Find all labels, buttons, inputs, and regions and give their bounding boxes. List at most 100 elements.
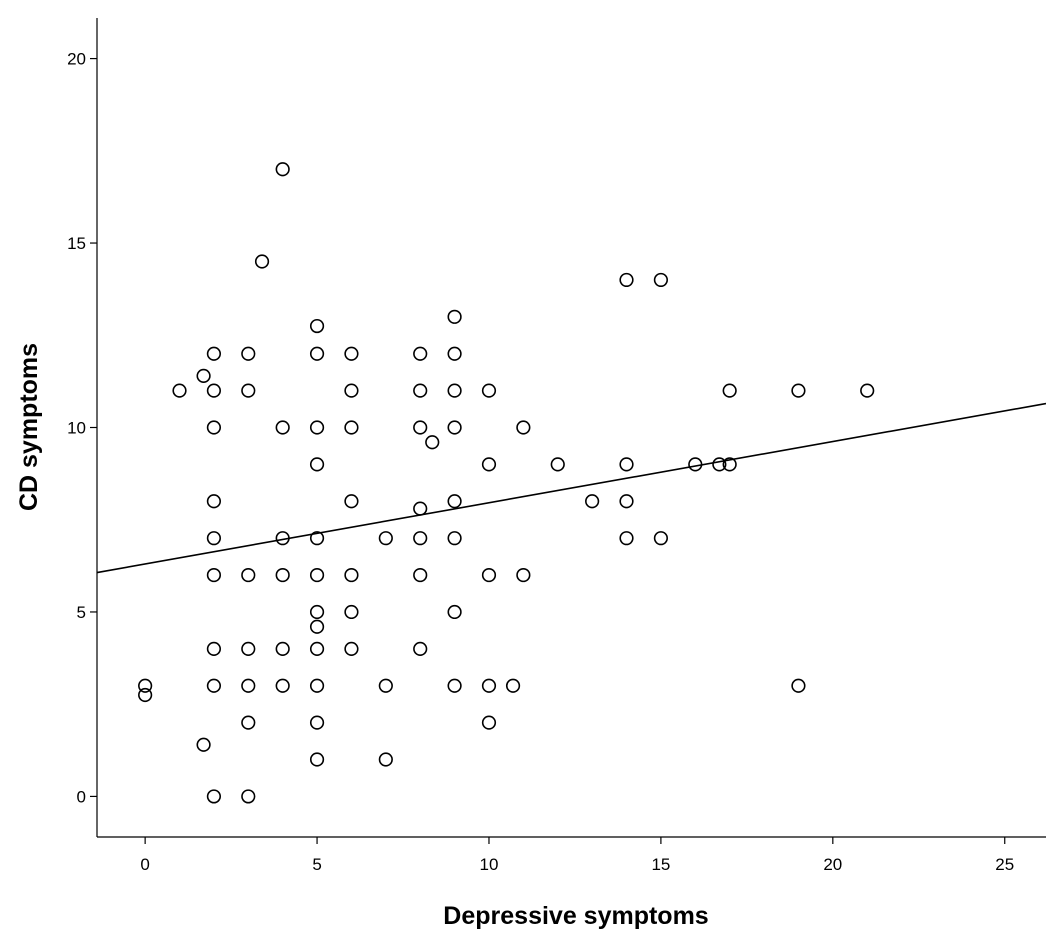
data-point	[378, 678, 393, 693]
data-point	[309, 531, 325, 546]
data-point	[447, 346, 462, 361]
data-point	[413, 383, 428, 398]
data-point	[344, 420, 359, 435]
data-point	[196, 368, 211, 383]
data-point	[309, 715, 325, 730]
data-point	[275, 567, 290, 583]
data-point	[447, 420, 462, 435]
y-tick-label: 10	[67, 419, 86, 438]
data-point	[309, 752, 325, 767]
data-point	[344, 641, 359, 656]
data-point	[481, 457, 497, 472]
data-point	[206, 678, 222, 693]
data-point	[241, 789, 256, 804]
data-point	[413, 567, 428, 583]
y-tick-label: 0	[77, 787, 86, 806]
data-point	[378, 531, 393, 546]
data-point	[425, 435, 440, 450]
data-point	[309, 346, 325, 361]
data-point	[206, 789, 222, 804]
data-point	[688, 457, 703, 472]
data-point	[309, 567, 325, 583]
data-point	[241, 383, 256, 398]
x-tick-label: 5	[312, 855, 321, 874]
data-points	[138, 162, 875, 804]
data-point	[378, 752, 393, 767]
data-point	[413, 420, 428, 435]
data-point	[447, 383, 462, 398]
y-tick-label: 15	[67, 234, 86, 253]
data-point	[241, 346, 256, 361]
data-point	[172, 383, 187, 398]
data-point	[254, 254, 270, 269]
data-point	[309, 604, 325, 620]
data-point	[206, 641, 222, 656]
data-point	[791, 678, 806, 693]
data-point	[447, 604, 462, 620]
data-point	[585, 494, 600, 509]
x-tick-label: 25	[995, 855, 1014, 874]
data-point	[275, 531, 290, 546]
data-point	[619, 272, 634, 288]
data-point	[309, 420, 325, 435]
data-point	[722, 383, 737, 398]
data-point	[619, 494, 634, 509]
data-point	[344, 604, 359, 620]
data-point	[447, 531, 462, 546]
data-point	[344, 383, 359, 398]
data-point	[516, 567, 531, 583]
y-axis-title: CD symptoms	[15, 343, 43, 511]
x-tick-label: 10	[480, 855, 499, 874]
data-point	[275, 678, 290, 693]
data-point	[413, 531, 428, 546]
data-point	[206, 531, 222, 546]
data-point	[206, 567, 222, 583]
data-point	[447, 678, 462, 693]
data-point	[309, 457, 325, 472]
data-point	[138, 687, 153, 703]
data-point	[241, 641, 256, 656]
x-axis-title: Depressive symptoms	[443, 902, 708, 930]
axis-ticks: 0 5 10 15 20 25 0 5 10 15 20	[67, 50, 1014, 874]
data-point	[344, 494, 359, 509]
data-point	[447, 309, 462, 324]
data-point	[722, 457, 737, 472]
data-point	[206, 383, 222, 398]
data-point	[206, 420, 222, 435]
data-point	[241, 715, 256, 730]
data-point	[309, 318, 325, 334]
data-point	[619, 457, 634, 472]
y-tick-label: 20	[67, 50, 86, 69]
data-point	[413, 501, 428, 516]
x-tick-label: 15	[651, 855, 670, 874]
data-point	[481, 567, 497, 583]
data-point	[206, 494, 222, 509]
data-point	[344, 567, 359, 583]
data-point	[619, 531, 634, 546]
data-point	[653, 272, 668, 288]
data-point	[275, 162, 290, 177]
data-point	[275, 420, 290, 435]
data-point	[241, 567, 256, 583]
data-point	[516, 420, 531, 435]
y-tick-label: 5	[77, 603, 86, 622]
x-tick-label: 20	[823, 855, 842, 874]
data-point	[309, 619, 325, 634]
data-point	[481, 383, 497, 398]
data-point	[481, 678, 497, 693]
data-point	[309, 678, 325, 693]
data-point	[138, 678, 153, 693]
data-point	[447, 494, 462, 509]
data-point	[860, 383, 875, 398]
data-point	[309, 641, 325, 656]
fit-line	[96, 402, 1046, 574]
data-point	[413, 641, 428, 656]
data-point	[241, 678, 256, 693]
data-point	[344, 346, 359, 361]
data-point	[481, 715, 497, 730]
data-point	[275, 641, 290, 656]
data-point	[653, 531, 668, 546]
x-tick-label: 0	[140, 855, 149, 874]
data-point	[196, 737, 211, 752]
